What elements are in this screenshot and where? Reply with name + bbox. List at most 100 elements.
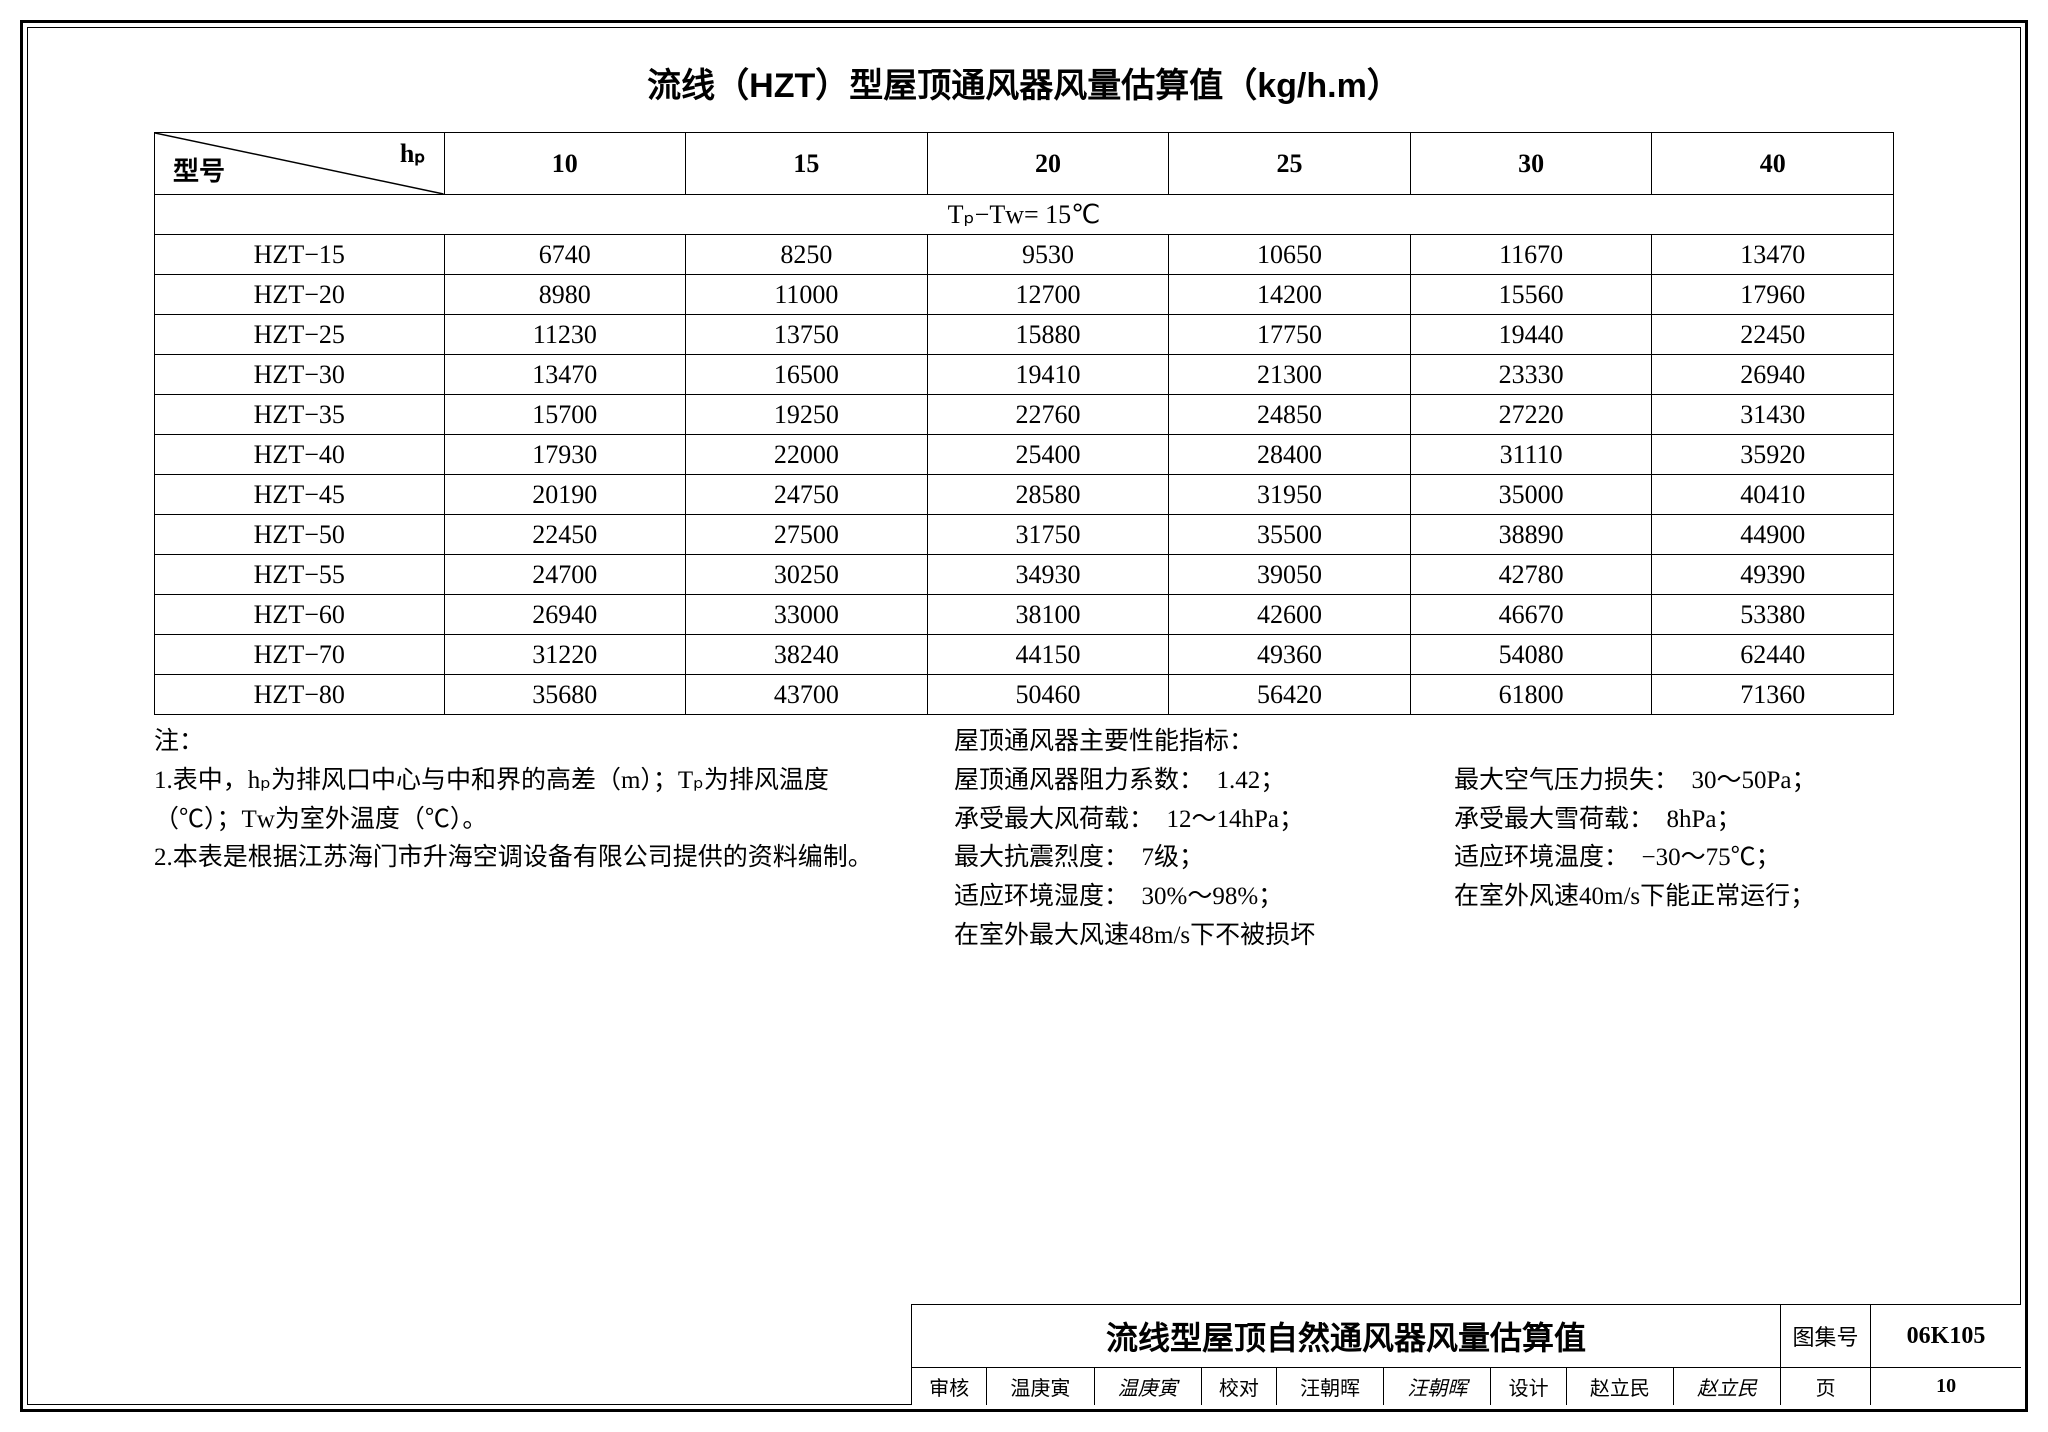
page-inner-frame: 流线（HZT）型屋顶通风器风量估算值（kg/h.m） hₚ型号101520253… [27, 27, 2021, 1405]
value-cell: 49390 [1652, 555, 1894, 595]
page-title: 流线（HZT）型屋顶通风器风量估算值（kg/h.m） [88, 58, 1960, 107]
corner-model-label: 型号 [173, 151, 225, 188]
value-cell: 17960 [1652, 275, 1894, 315]
hp-column-header: 40 [1652, 133, 1894, 195]
perf-spec-line: 承受最大风荷载： 12～14hPa； [954, 801, 1394, 840]
value-cell: 22760 [927, 395, 1169, 435]
value-cell: 53380 [1652, 595, 1894, 635]
value-cell: 56420 [1169, 675, 1411, 715]
perf-spec-line: 适应环境湿度： 30%～98%； [954, 878, 1394, 917]
page-label: 页 [1781, 1368, 1871, 1405]
hp-column-header: 10 [444, 133, 686, 195]
corner-hp-label: hₚ [400, 139, 426, 169]
value-cell: 25400 [927, 435, 1169, 475]
value-cell: 31750 [927, 515, 1169, 555]
value-cell: 11230 [444, 315, 686, 355]
perf-spec-col2: 最大空气压力损失： 30～50Pa；承受最大雪荷载： 8hPa；适应环境温度： … [1454, 723, 1894, 956]
value-cell: 26940 [1652, 355, 1894, 395]
value-cell: 31950 [1169, 475, 1411, 515]
table-row: HZT−80356804370050460564206180071360 [155, 675, 1894, 715]
approvals-row: 审核温庚寅温庚寅校对汪朝晖汪朝晖设计赵立民赵立民页10 [912, 1367, 2021, 1405]
value-cell: 22000 [686, 435, 928, 475]
perf-spec-line: 最大空气压力损失： 30～50Pa； [1454, 762, 1894, 801]
model-cell: HZT−35 [155, 395, 445, 435]
value-cell: 12700 [927, 275, 1169, 315]
value-cell: 34930 [927, 555, 1169, 595]
model-cell: HZT−30 [155, 355, 445, 395]
perf-spec-line: 屋顶通风器阻力系数： 1.42； [954, 762, 1394, 801]
value-cell: 49360 [1169, 635, 1411, 675]
value-cell: 38890 [1410, 515, 1652, 555]
value-cell: 22450 [1652, 315, 1894, 355]
value-cell: 54080 [1410, 635, 1652, 675]
code-label: 图集号 [1781, 1305, 1871, 1367]
value-cell: 19250 [686, 395, 928, 435]
model-cell: HZT−45 [155, 475, 445, 515]
value-cell: 20190 [444, 475, 686, 515]
value-cell: 27220 [1410, 395, 1652, 435]
value-cell: 44150 [927, 635, 1169, 675]
notes-left-column: 注： 1.表中，hₚ为排风口中心与中和界的高差（m）；Tₚ为排风温度（℃）；Tᴡ… [154, 723, 914, 956]
notes-heading: 注： [154, 723, 914, 762]
value-cell: 11000 [686, 275, 928, 315]
model-cell: HZT−50 [155, 515, 445, 555]
table-row: HZT−50224502750031750355003889044900 [155, 515, 1894, 555]
perf-spec-line: 适应环境温度： −30～75℃； [1454, 839, 1894, 878]
table-row: HZT−55247003025034930390504278049390 [155, 555, 1894, 595]
table-row: HZT−15674082509530106501167013470 [155, 235, 1894, 275]
value-cell: 31110 [1410, 435, 1652, 475]
note-line: 2.本表是根据江苏海门市升海空调设备有限公司提供的资料编制。 [154, 839, 914, 878]
value-cell: 44900 [1652, 515, 1894, 555]
temperature-condition-row: Tₚ−Tᴡ= 15℃ [155, 195, 1894, 235]
table-row: HZT−60269403300038100426004667053380 [155, 595, 1894, 635]
value-cell: 22450 [444, 515, 686, 555]
table-row: HZT−25112301375015880177501944022450 [155, 315, 1894, 355]
model-cell: HZT−25 [155, 315, 445, 355]
value-cell: 15560 [1410, 275, 1652, 315]
page-outer-frame: 流线（HZT）型屋顶通风器风量估算值（kg/h.m） hₚ型号101520253… [20, 20, 2028, 1412]
value-cell: 38240 [686, 635, 928, 675]
approval-signature: 温庚寅 [1095, 1368, 1202, 1405]
value-cell: 35500 [1169, 515, 1411, 555]
airflow-estimate-table: hₚ型号101520253040Tₚ−Tᴡ= 15℃HZT−1567408250… [154, 132, 1894, 715]
value-cell: 26940 [444, 595, 686, 635]
title-block-main: 流线型屋顶自然通风器风量估算值 [912, 1305, 1781, 1367]
value-cell: 28400 [1169, 435, 1411, 475]
table-row: HZT−30134701650019410213002333026940 [155, 355, 1894, 395]
value-cell: 38100 [927, 595, 1169, 635]
value-cell: 50460 [927, 675, 1169, 715]
title-block: 流线型屋顶自然通风器风量估算值 图集号 06K105 审核温庚寅温庚寅校对汪朝晖… [911, 1304, 2021, 1405]
value-cell: 27500 [686, 515, 928, 555]
model-cell: HZT−55 [155, 555, 445, 595]
approval-signature: 赵立民 [1674, 1368, 1781, 1405]
code-value: 06K105 [1871, 1305, 2021, 1367]
value-cell: 11670 [1410, 235, 1652, 275]
value-cell: 35000 [1410, 475, 1652, 515]
value-cell: 15700 [444, 395, 686, 435]
table-row: HZT−40179302200025400284003111035920 [155, 435, 1894, 475]
model-cell: HZT−15 [155, 235, 445, 275]
value-cell: 9530 [927, 235, 1169, 275]
value-cell: 14200 [1169, 275, 1411, 315]
value-cell: 61800 [1410, 675, 1652, 715]
value-cell: 17750 [1169, 315, 1411, 355]
value-cell: 35920 [1652, 435, 1894, 475]
value-cell: 23330 [1410, 355, 1652, 395]
approval-name: 汪朝晖 [1277, 1368, 1384, 1405]
value-cell: 21300 [1169, 355, 1411, 395]
value-cell: 13470 [1652, 235, 1894, 275]
value-cell: 17930 [444, 435, 686, 475]
approval-role: 审核 [912, 1368, 987, 1405]
value-cell: 10650 [1169, 235, 1411, 275]
hp-column-header: 20 [927, 133, 1169, 195]
perf-spec-line: 承受最大雪荷载： 8hPa； [1454, 801, 1894, 840]
value-cell: 42600 [1169, 595, 1411, 635]
model-cell: HZT−40 [155, 435, 445, 475]
value-cell: 31430 [1652, 395, 1894, 435]
perf-spec-line: 在室外风速40m/s下能正常运行； [1454, 878, 1894, 917]
hp-column-header: 15 [686, 133, 928, 195]
perf-spec-heading: 屋顶通风器主要性能指标： [954, 723, 1394, 762]
approval-name: 赵立民 [1567, 1368, 1674, 1405]
approval-signature: 汪朝晖 [1384, 1368, 1491, 1405]
table-corner-cell: hₚ 型号 [155, 133, 445, 195]
